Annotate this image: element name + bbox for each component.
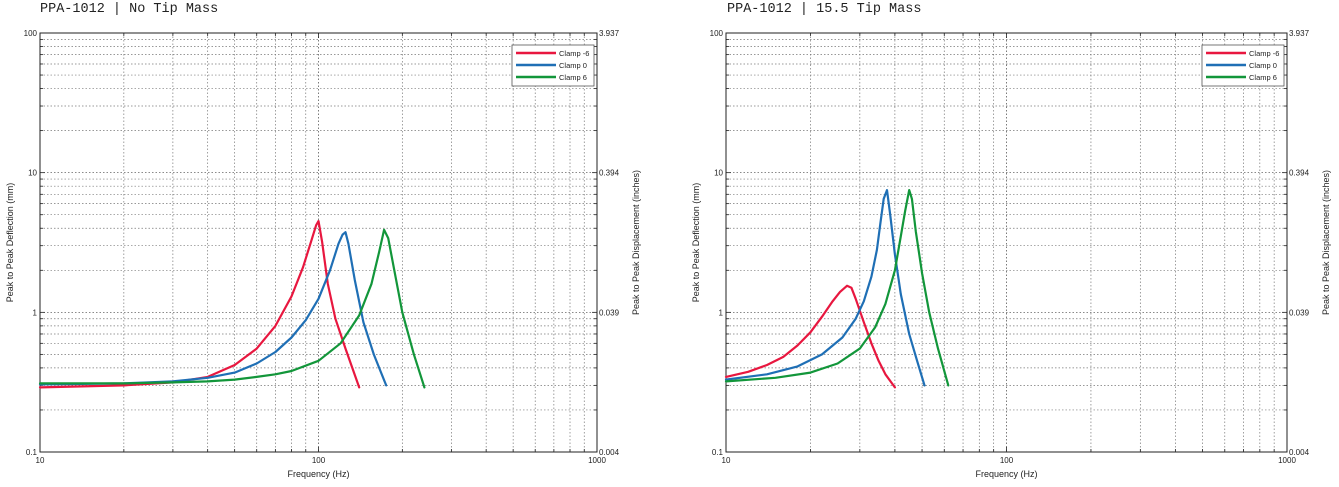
y-tick-label: 1 bbox=[33, 308, 38, 317]
y-tick-label-right: 3.937 bbox=[599, 29, 620, 38]
y-tick-label-right: 0.394 bbox=[1289, 169, 1310, 178]
y-tick-label: 0.1 bbox=[712, 448, 724, 457]
y-tick-label: 100 bbox=[24, 29, 38, 38]
y-axis-label: Peak to Peak Deflection (mm) bbox=[691, 183, 701, 303]
tick-marks bbox=[39, 33, 597, 453]
x-axis-label: Frequency (Hz) bbox=[975, 469, 1037, 479]
series-line-clamp0 bbox=[724, 189, 926, 387]
legend: Clamp -6 Clamp 0 Clamp 6 bbox=[511, 44, 595, 87]
y-tick-label-right: 0.039 bbox=[599, 308, 620, 317]
y-axis-label: Peak to Peak Deflection (mm) bbox=[5, 183, 15, 303]
x-tick-label: 1000 bbox=[588, 456, 606, 465]
plot-frame bbox=[725, 32, 1288, 453]
legend-label: Clamp -6 bbox=[1249, 49, 1279, 58]
y-tick-label: 0.1 bbox=[26, 448, 38, 457]
legend: Clamp -6 Clamp 0 Clamp 6 bbox=[1201, 44, 1285, 87]
y-tick-label: 1 bbox=[719, 308, 724, 317]
legend-label: Clamp 6 bbox=[1249, 73, 1277, 82]
y-tick-label: 10 bbox=[28, 169, 37, 178]
y-tick-label-right: 0.004 bbox=[1289, 448, 1310, 457]
x-tick-label: 10 bbox=[36, 456, 45, 465]
y-axis-label-right: Peak to Peak Displacement (inches) bbox=[1321, 170, 1331, 315]
y-tick-label-right: 0.039 bbox=[1289, 308, 1310, 317]
chart-title-no-tip-mass: PPA-1012 | No Tip Mass bbox=[40, 2, 219, 17]
series-line-clamp6 bbox=[724, 189, 950, 387]
legend-label: Clamp 6 bbox=[559, 73, 587, 82]
x-axis-label: Frequency (Hz) bbox=[287, 469, 349, 479]
y-tick-label: 100 bbox=[710, 29, 724, 38]
series-line-clamp6 bbox=[38, 228, 426, 389]
y-tick-label: 10 bbox=[714, 169, 723, 178]
y-tick-label-right: 0.004 bbox=[599, 448, 620, 457]
chart-title-tip-mass: PPA-1012 | 15.5 Tip Mass bbox=[727, 2, 922, 17]
y-tick-label-right: 3.937 bbox=[1289, 29, 1310, 38]
series-line-clampneg6 bbox=[724, 284, 896, 389]
x-tick-label: 100 bbox=[312, 456, 326, 465]
x-tick-label: 10 bbox=[722, 456, 731, 465]
series-line-clamp0 bbox=[38, 231, 388, 387]
chart-no-tip-mass: 10 100 1000 0.1 1 10 100 0.004 0.039 0.394 3.937 Fr… bbox=[5, 29, 641, 479]
plot-frame bbox=[39, 32, 598, 453]
grid bbox=[40, 33, 597, 452]
tick-marks bbox=[725, 33, 1287, 453]
x-tick-label: 100 bbox=[1000, 456, 1014, 465]
legend-label: Clamp 0 bbox=[1249, 61, 1277, 70]
x-tick-label: 1000 bbox=[1278, 456, 1296, 465]
y-axis-label-right: Peak to Peak Displacement (inches) bbox=[631, 170, 641, 315]
grid bbox=[726, 33, 1287, 452]
legend-label: Clamp 0 bbox=[559, 61, 587, 70]
legend-label: Clamp -6 bbox=[559, 49, 589, 58]
chart-tip-mass: 10 100 1000 0.1 1 10 100 0.004 0.039 0.394 3.937 Fr… bbox=[691, 29, 1331, 479]
y-tick-label-right: 0.394 bbox=[599, 169, 620, 178]
